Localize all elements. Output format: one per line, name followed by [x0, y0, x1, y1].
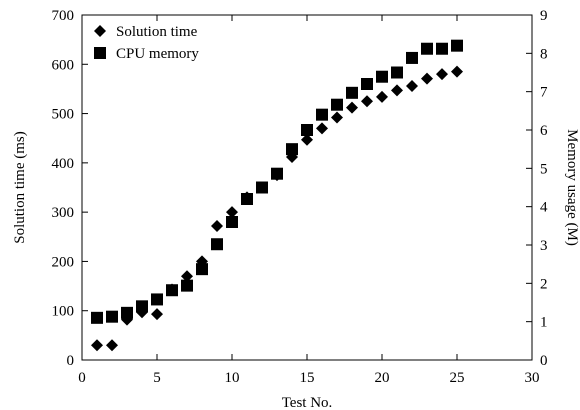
plot-frame [81, 14, 533, 361]
cpu-memory-point [211, 238, 223, 251]
x-tick-label: 20 [375, 370, 390, 386]
solution-time-point [91, 339, 103, 352]
left-y-axis-title: Solution time (ms) [12, 131, 28, 244]
x-axis-title: Test No. [282, 395, 333, 410]
x-tick-label: 25 [450, 370, 465, 386]
solution-time-point [106, 339, 118, 352]
legend-label: Solution time [116, 24, 198, 40]
x-tick-label: 30 [525, 370, 540, 386]
right-y-tick-label: 6 [540, 123, 548, 139]
series-cpu-memory [91, 39, 463, 324]
left-y-tick-label: 100 [52, 304, 75, 320]
cpu-memory-point [136, 300, 148, 313]
cpu-memory-point [166, 284, 178, 297]
right-y-tick-label: 4 [540, 200, 548, 216]
cpu-memory-point [301, 124, 313, 136]
left-y-tick-label: 400 [52, 156, 75, 172]
legend-label: CPU memory [116, 46, 199, 62]
solution-time-point [301, 133, 313, 146]
x-tick-label: 15 [300, 370, 315, 386]
cpu-memory-point [196, 263, 208, 276]
cpu-memory-point [271, 167, 283, 180]
cpu-memory-point [256, 181, 268, 194]
x-tick-label: 5 [153, 370, 161, 386]
solution-time-point [331, 111, 343, 124]
left-y-tick-label: 0 [67, 353, 75, 369]
right-y-tick-label: 2 [540, 276, 548, 292]
solution-time-point [226, 206, 238, 219]
right-y-tick-label: 3 [540, 238, 548, 254]
cpu-memory-point [151, 293, 163, 306]
solution-time-point [181, 270, 193, 283]
marks-group [91, 39, 463, 352]
cpu-memory-point [376, 70, 388, 83]
left-y-tick-label: 500 [52, 107, 75, 123]
cpu-memory-point [331, 98, 343, 111]
right-y-tick-label: 1 [540, 315, 548, 331]
cpu-memory-point [226, 216, 238, 228]
solution-time-point [451, 65, 463, 78]
right-y-tick-label: 0 [540, 353, 548, 369]
solution-time-point [211, 219, 223, 232]
cpu-memory-point [436, 42, 448, 55]
cpu-memory-point [316, 108, 328, 121]
left-y-tick-label: 300 [52, 205, 75, 221]
solution-time-point [406, 79, 418, 92]
cpu-memory-point [391, 66, 403, 79]
cpu-memory-point [346, 86, 358, 99]
legend-square-marker [94, 47, 106, 59]
left-y-tick-label: 700 [52, 8, 75, 24]
solution-time-point [436, 68, 448, 81]
right-y-tick-label: 9 [540, 8, 548, 24]
solution-time-point [151, 308, 163, 321]
left-y-tick-label: 200 [52, 254, 75, 270]
solution-time-point [346, 101, 358, 114]
cpu-memory-point [241, 193, 253, 205]
left-y-tick-label: 600 [52, 57, 75, 73]
right-y-tick-label: 5 [540, 161, 548, 177]
solution-time-point [421, 72, 433, 85]
cpu-memory-point [451, 39, 463, 52]
legend: Solution time CPU memory [94, 24, 199, 62]
solution-time-point [316, 122, 328, 135]
cpu-memory-point [406, 51, 418, 64]
solution-time-point [391, 84, 403, 97]
cpu-memory-point [421, 42, 433, 55]
cpu-memory-point [286, 143, 298, 156]
cpu-memory-point [181, 279, 193, 292]
cpu-memory-point [106, 310, 118, 323]
right-y-tick-label: 7 [540, 85, 548, 101]
cpu-memory-point [121, 306, 133, 319]
x-tick-label: 0 [78, 370, 86, 386]
legend-diamond-marker [94, 25, 106, 37]
axes-group: 0 5 10 15 20 25 300100200300400500600700012345… [52, 8, 549, 386]
right-y-axis-title: Memory usage (M) [564, 129, 580, 246]
x-tick-label: 10 [225, 370, 240, 386]
cpu-memory-point [91, 311, 103, 324]
cpu-memory-point [361, 78, 373, 90]
solution-time-point [361, 95, 373, 108]
right-y-tick-label: 8 [540, 46, 548, 62]
solution-time-point [376, 90, 388, 103]
